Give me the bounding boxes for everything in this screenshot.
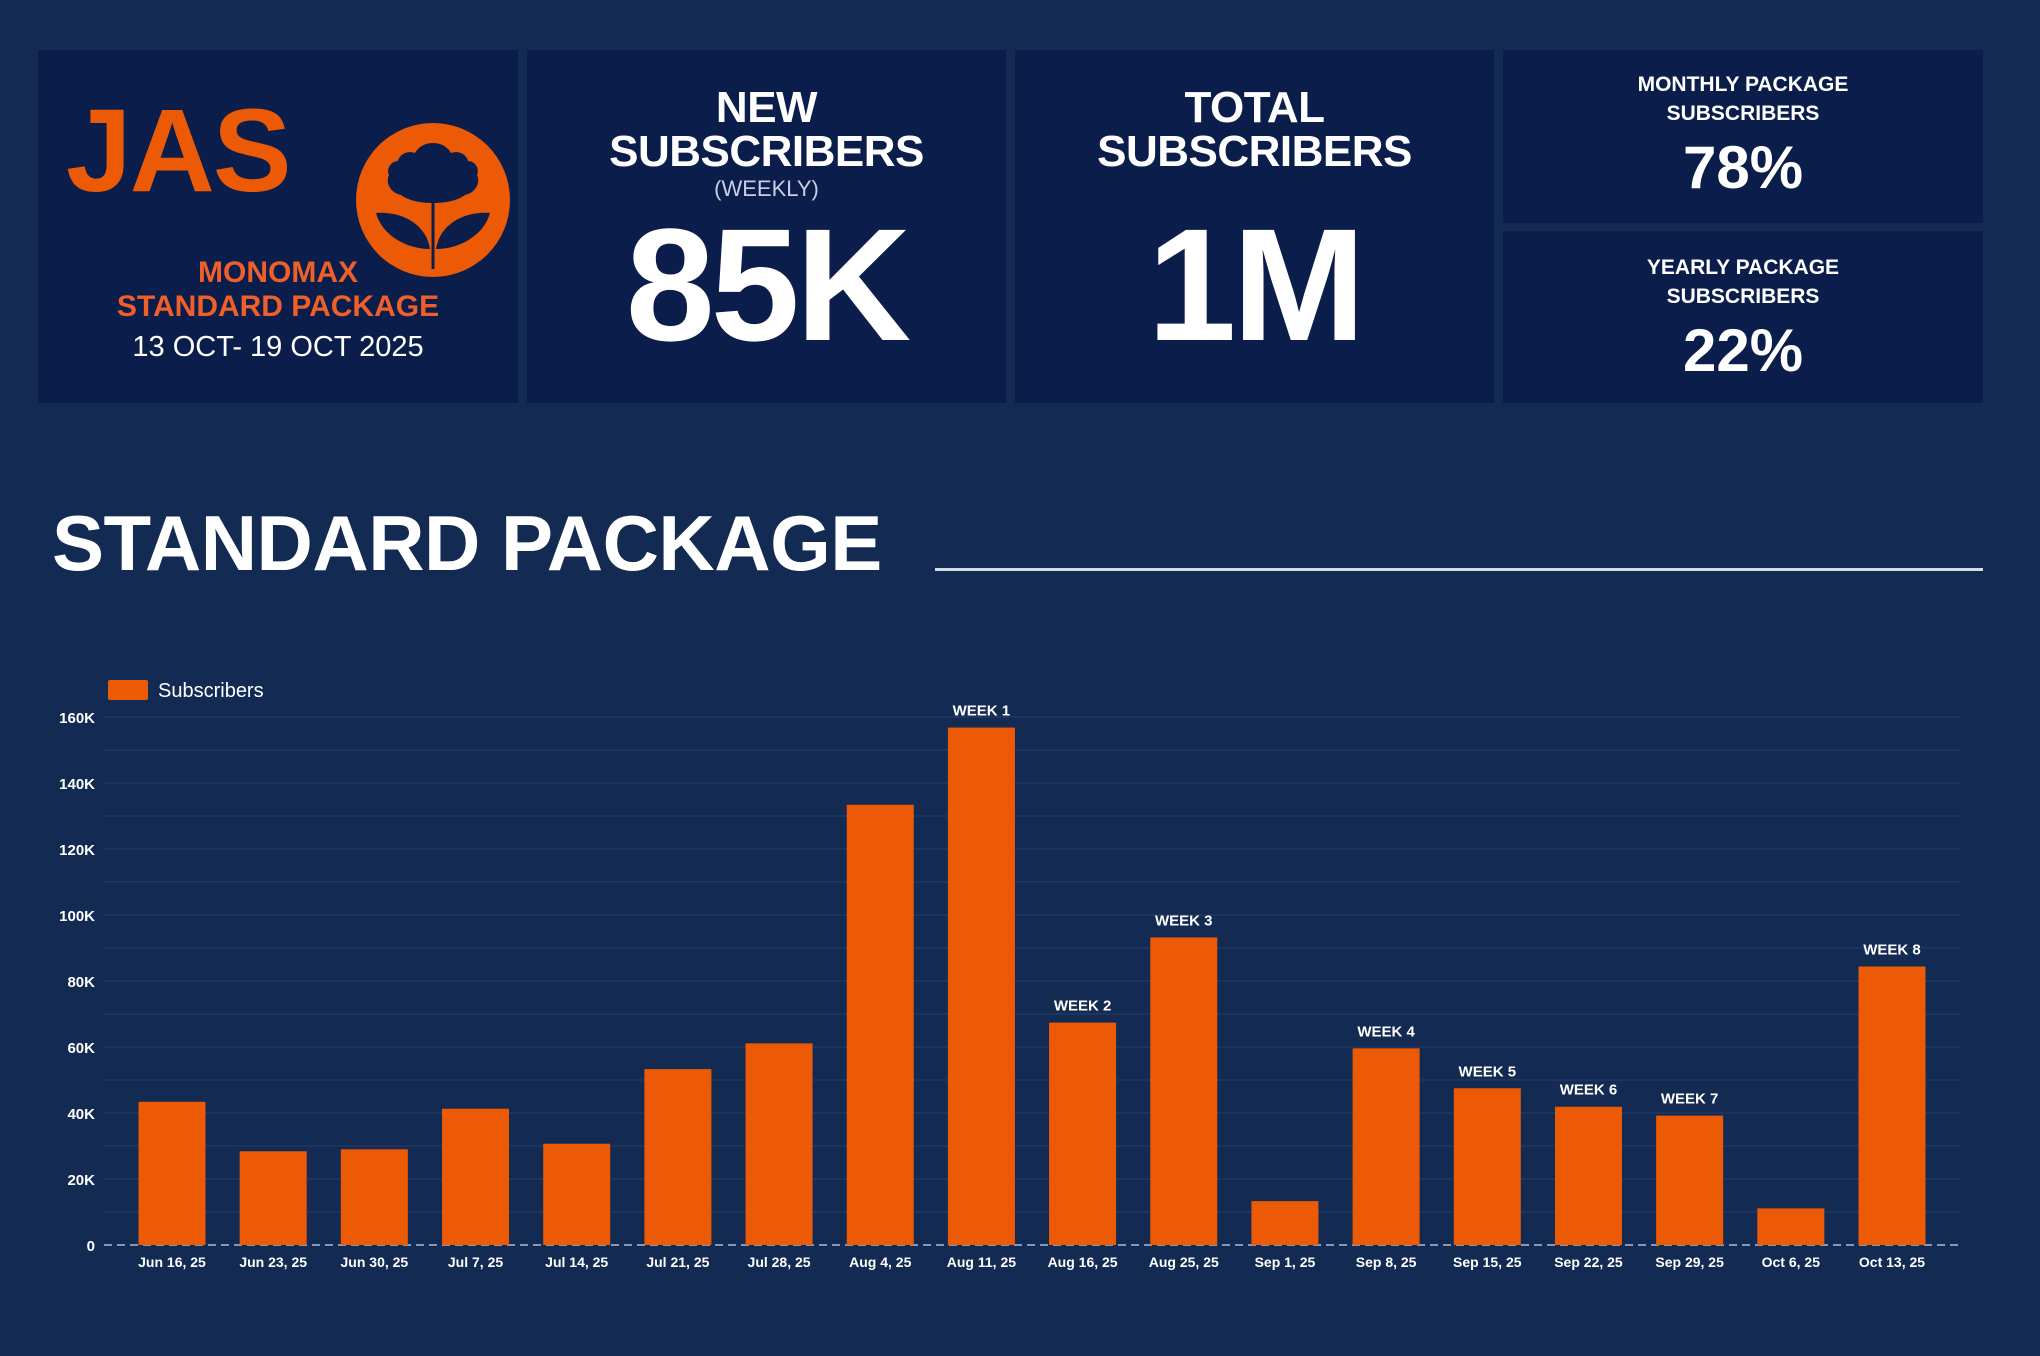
x-tick-label: Sep 8, 25 [1356, 1254, 1417, 1270]
bar [1251, 1201, 1319, 1245]
bar-annotation: WEEK 8 [1863, 941, 1921, 958]
subscribers-bar-chart: Subscribers 0 20K 40K 60K 80K 100K 120K 140K 160… [59, 680, 1960, 1270]
bar [1656, 1115, 1724, 1245]
y-tick-label: 20K [67, 1172, 95, 1189]
bar [947, 727, 1015, 1245]
total-subscribers-card: TOTAL SUBSCRIBERS 1M [1015, 50, 1494, 403]
bar [1554, 1106, 1622, 1245]
bar-annotation: WEEK 2 [1054, 998, 1112, 1015]
package-name: STANDARD PACKAGE [116, 290, 440, 323]
bar-annotation: WEEK 5 [1459, 1063, 1517, 1080]
bar [745, 1043, 813, 1245]
bar [1453, 1088, 1521, 1245]
bar [239, 1151, 307, 1245]
x-tick-label: Oct 6, 25 [1762, 1254, 1821, 1270]
bar-annotation: WEEK 7 [1661, 1091, 1719, 1108]
x-tick-label: Sep 1, 25 [1255, 1254, 1316, 1270]
x-tick-label: Jul 7, 25 [448, 1254, 503, 1270]
y-tick-label: 160K [59, 710, 95, 727]
y-tick-label: 60K [67, 1040, 95, 1057]
new-subscribers-title: NEW [715, 83, 818, 132]
x-tick-label: Jul 14, 25 [545, 1254, 608, 1270]
brand-card: JAS MONOMAX STANDARD PACKAGE 13 OCT- 19 … [38, 50, 518, 403]
section-heading: STANDARD PACKAGE [52, 499, 882, 587]
bar [846, 804, 914, 1245]
monthly-title: MONTHLY PACKAGE [1637, 73, 1849, 96]
bar-annotation: WEEK 6 [1560, 1082, 1618, 1099]
total-subscribers-title: TOTAL [1184, 83, 1325, 132]
x-tick-label: Sep 22, 25 [1554, 1254, 1623, 1270]
monthly-package-card: MONTHLY PACKAGE SUBSCRIBERS 78% [1503, 50, 1983, 223]
yearly-package-card: YEARLY PACKAGE SUBSCRIBERS 22% [1503, 231, 1983, 403]
x-tick-label: Sep 29, 25 [1655, 1254, 1724, 1270]
bar-annotation: WEEK 1 [953, 703, 1011, 720]
y-tick-label: 140K [59, 776, 95, 793]
bar [1757, 1208, 1825, 1245]
x-tick-label: Aug 4, 25 [849, 1254, 911, 1270]
total-subscribers-value: 1M [1147, 195, 1365, 374]
bar [644, 1069, 712, 1245]
y-tick-label: 40K [67, 1106, 95, 1123]
x-tick-label: Aug 11, 25 [947, 1254, 1016, 1270]
bar-annotation: WEEK 4 [1357, 1023, 1415, 1040]
x-tick-label: Aug 25, 25 [1149, 1254, 1219, 1270]
monthly-value: 78% [1682, 134, 1804, 201]
new-subscribers-card: NEW SUBSCRIBERS (WEEKLY) 85K [527, 50, 1006, 403]
flower-logo-icon [356, 123, 510, 277]
bar [543, 1143, 611, 1245]
y-tick-label: 100K [59, 908, 95, 925]
heading-divider [935, 568, 1983, 571]
date-range: 13 OCT- 19 OCT 2025 [132, 331, 424, 363]
bar [442, 1108, 510, 1245]
bar [1858, 966, 1926, 1245]
x-tick-label: Aug 16, 25 [1048, 1254, 1118, 1270]
x-tick-label: Jun 23, 25 [239, 1254, 307, 1270]
y-tick-label: 80K [67, 974, 95, 991]
monthly-title-2: SUBSCRIBERS [1666, 102, 1820, 125]
x-tick-label: Sep 15, 25 [1453, 1254, 1522, 1270]
y-tick-label: 0 [87, 1238, 95, 1255]
bar [138, 1101, 206, 1245]
yearly-value: 22% [1682, 317, 1804, 384]
new-subscribers-title-2: SUBSCRIBERS [609, 127, 924, 176]
bar [340, 1149, 408, 1245]
y-tick-label: 120K [59, 842, 95, 859]
logo-text: JAS [66, 85, 292, 217]
bar [1352, 1048, 1420, 1245]
new-subscribers-subtitle: (WEEKLY) [714, 176, 819, 201]
yearly-title: YEARLY PACKAGE [1646, 256, 1840, 279]
x-tick-label: Jun 30, 25 [341, 1254, 409, 1270]
legend-swatch [108, 680, 148, 700]
bar [1049, 1022, 1117, 1245]
new-subscribers-value: 85K [625, 195, 912, 374]
x-tick-label: Jul 28, 25 [748, 1254, 811, 1270]
legend-label: Subscribers [158, 680, 264, 702]
bar-annotation: WEEK 3 [1155, 912, 1213, 929]
x-tick-label: Jun 16, 25 [138, 1254, 206, 1270]
x-tick-label: Oct 13, 25 [1859, 1254, 1925, 1270]
yearly-title-2: SUBSCRIBERS [1666, 285, 1820, 308]
bar [1150, 937, 1218, 1245]
x-tick-label: Jul 21, 25 [646, 1254, 709, 1270]
total-subscribers-title-2: SUBSCRIBERS [1097, 127, 1412, 176]
product-name: MONOMAX [198, 256, 358, 289]
